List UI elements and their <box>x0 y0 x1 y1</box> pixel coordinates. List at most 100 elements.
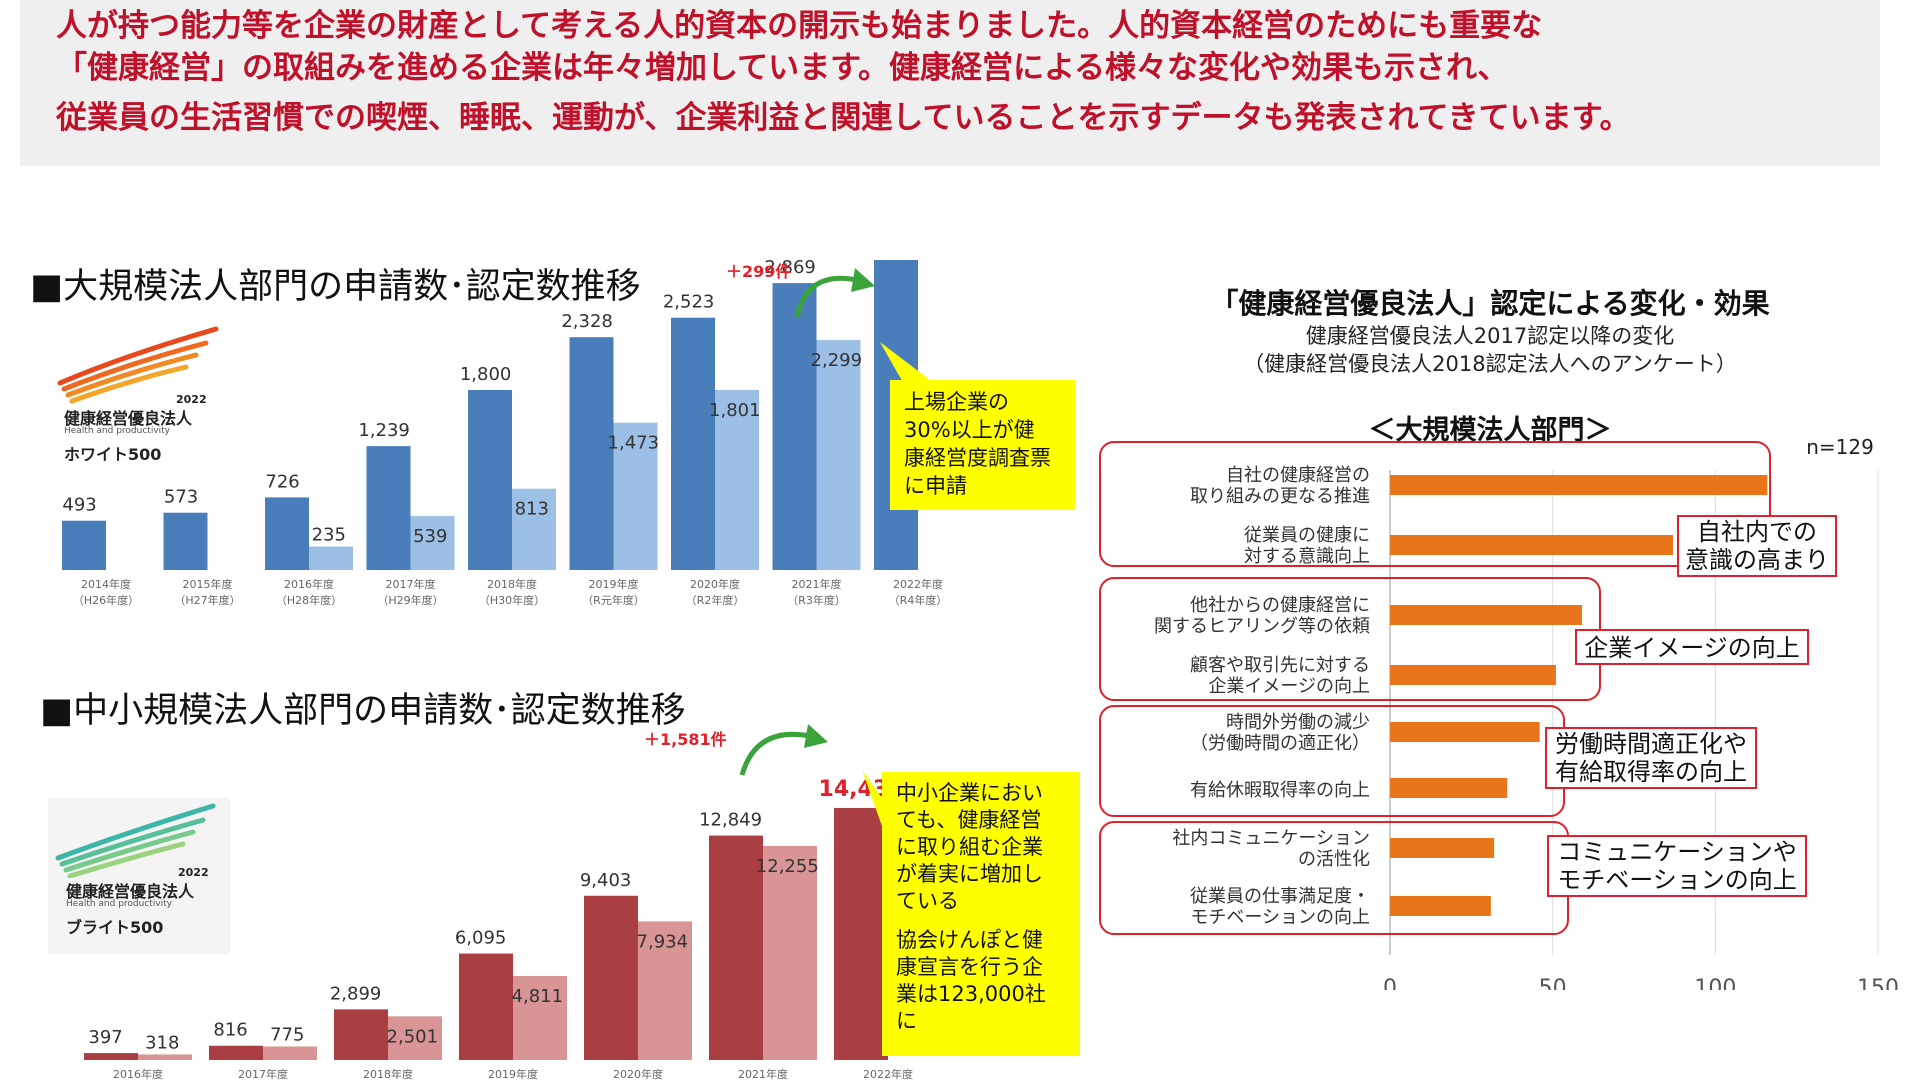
effect-group-label: 企業イメージの向上 <box>1584 634 1800 662</box>
applications-bar <box>209 1045 263 1060</box>
bright500-logo-year: 2022 <box>178 866 209 879</box>
value-label: 2,328 <box>561 311 613 332</box>
effect-bar <box>1390 475 1768 495</box>
x-tick-label: 2016年度 <box>284 577 334 591</box>
value-label: 318 <box>145 1032 179 1053</box>
x-tick-label: （H26年度） <box>73 593 139 607</box>
large-applications-chart: 2014年度 （H26年度） 493 2015年度 （H27年度） 573 2016年度 （H… <box>62 260 947 607</box>
banner-line-2: 「健康経営」の取組みを進める企業は年々増加しています。健康経営による様々な変化や… <box>56 50 1509 86</box>
white500-logo: 2022 健康経営優良法人 Health and productivity ホワ… <box>56 325 226 465</box>
effect-group-label: 有給取得率の向上 <box>1555 758 1747 786</box>
value-label: 1,801 <box>709 400 761 421</box>
sme-increase-label: ＋1,581件 <box>644 730 727 749</box>
effects-title: 「健康経営優良法人」認定による変化・効果 <box>1210 287 1770 320</box>
value-label: 12,849 <box>699 810 762 831</box>
certified-bar <box>513 975 567 1060</box>
x-tick-label: （H29年度） <box>377 593 443 607</box>
certified-bar <box>388 1016 442 1060</box>
certified-bar <box>638 921 692 1060</box>
large-callout-line: 康経営度調査票 <box>904 446 1051 470</box>
white500-logo-mark-icon <box>57 326 219 404</box>
sample-size-label: n=129 <box>1806 435 1874 459</box>
value-label: 1,239 <box>358 420 410 441</box>
effect-bar <box>1390 535 1674 555</box>
x-tick-label: （H30年度） <box>479 593 545 607</box>
effect-category-label: 時間外労働の減少 <box>1226 712 1370 733</box>
certified-bar <box>763 845 817 1060</box>
effect-category-label: 企業イメージの向上 <box>1208 676 1370 697</box>
effect-group-label: 意識の高まり <box>1685 546 1829 574</box>
large-callout-line: 上場企業の <box>904 390 1009 414</box>
x-tick-label: 2021年度 <box>792 577 842 591</box>
value-label: 775 <box>270 1024 304 1045</box>
x-tick-label: （R2年度） <box>686 593 745 607</box>
sme-callout-line: ている <box>896 889 959 913</box>
x-tick-label: 2016年度 <box>113 1067 163 1080</box>
applications-bar <box>834 807 888 1060</box>
x-tick-label: 2018年度 <box>487 577 537 591</box>
effect-bar <box>1390 605 1582 625</box>
effect-category-label: 従業員の仕事満足度・ <box>1190 886 1370 907</box>
bright500-logo: 2022 健康経営優良法人 Health and productivity ブラ… <box>48 798 230 954</box>
effect-category-label: 他社からの健康経営に <box>1190 595 1370 616</box>
applications-bar <box>265 497 309 570</box>
effects-chart: 0 50 100 150 n=129 自社の健康経営の取り組みの更なる推進従業員の健康に対… <box>1099 435 1899 990</box>
sme-callout: 中小企業におい ても、健康経営 に取り組む企業 が着実に増加し ている 協会けん… <box>882 772 1080 1056</box>
x-tick-label: 2015年度 <box>183 577 233 591</box>
effect-bar <box>1390 838 1495 858</box>
banner-line-1: 人が持つ能力等を企業の財産として考える人的資本の開示も始まりました。人的資本経営… <box>56 8 1543 44</box>
effect-bar <box>1390 665 1556 685</box>
applications-bar <box>671 317 715 570</box>
effect-group-box <box>1575 629 1809 665</box>
value-label: 6,095 <box>455 928 507 949</box>
certified-bar <box>512 488 556 570</box>
x-tick-label: 2020年度 <box>613 1067 663 1080</box>
sme-callout-line: 協会けんぽと健 <box>896 928 1043 952</box>
effect-bar <box>1390 722 1540 742</box>
sme-callout-line: 中小企業におい <box>896 781 1043 805</box>
value-label: 1,473 <box>608 433 660 454</box>
applications-bar <box>163 512 208 570</box>
large-callout: 上場企業の 30%以上が健 康経営度調査票 に申請 <box>890 380 1075 510</box>
x-tick-label: 2014年度 <box>81 577 131 591</box>
effect-category-label: 顧客や取引先に対する <box>1190 655 1370 676</box>
effects-subtitle-2: （健康経営優良法人2018認定法人へのアンケート） <box>1243 352 1737 376</box>
effect-group-box <box>1545 727 1757 789</box>
effect-category-label: 社内コミュニケーション <box>1172 828 1370 849</box>
sme-callout-line: が着実に増加し <box>896 862 1043 886</box>
value-label: 397 <box>88 1027 122 1048</box>
white500-logo-year: 2022 <box>176 393 207 406</box>
value-label: 2,501 <box>387 1026 439 1047</box>
effect-category-label: 対する意識向上 <box>1244 546 1370 567</box>
sme-callout-line: ても、健康経営 <box>896 808 1042 832</box>
value-label: 235 <box>312 525 346 546</box>
value-label: 573 <box>164 487 198 508</box>
bright500-logo-mark-icon <box>55 803 216 879</box>
x-tick-label: （H28年度） <box>276 593 342 607</box>
value-label: 813 <box>515 499 549 520</box>
certified-bar <box>816 340 861 570</box>
sme-callout-line: に取り組む企業 <box>896 835 1043 859</box>
white500-logo-brand: ホワイト500 <box>64 445 162 464</box>
effect-category-label: の活性化 <box>1298 849 1370 870</box>
x-tick-label: 100 <box>1694 976 1736 990</box>
x-tick-label: （H27年度） <box>174 593 240 607</box>
white500-logo-name: 健康経営優良法人 <box>64 409 193 428</box>
x-tick-label: 2019年度 <box>589 577 639 591</box>
applications-bar <box>334 1009 388 1060</box>
white500-logo-en: Health and productivity <box>64 426 171 436</box>
applications-bar <box>366 446 411 570</box>
x-tick-label: 2022年度 <box>863 1067 913 1080</box>
certified-bar <box>138 1054 192 1060</box>
value-label: 9,403 <box>580 870 632 891</box>
effect-group-label: コミュニケーションや <box>1557 838 1797 866</box>
value-label: 539 <box>413 526 447 547</box>
effects-subtitle-1: 健康経営優良法人2017認定以降の変化 <box>1305 324 1675 348</box>
value-label: 493 <box>62 495 96 516</box>
x-tick-label: （R3年度） <box>787 593 846 607</box>
large-callout-line: 30%以上が健 <box>904 418 1035 442</box>
effect-category-label: 有給休暇取得率の向上 <box>1190 780 1370 801</box>
effect-category-label: 従業員の健康に <box>1244 525 1370 546</box>
effect-group-box <box>1547 835 1807 897</box>
applications-bar <box>772 283 817 570</box>
